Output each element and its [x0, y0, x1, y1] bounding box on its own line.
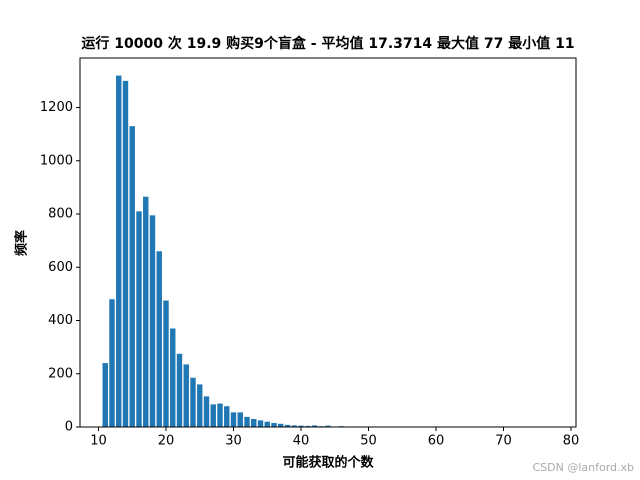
x-tick-label: 10 [90, 434, 107, 449]
x-tick-label: 80 [563, 434, 580, 449]
bar [149, 215, 156, 427]
y-tick-label: 1000 [40, 153, 73, 168]
chart-title: 运行 10000 次 19.9 购买9个盲盒 - 平均值 17.3714 最大值… [81, 35, 574, 52]
bar [257, 420, 264, 427]
bar [224, 406, 230, 427]
bar [122, 80, 129, 427]
y-tick-label: 800 [48, 207, 73, 222]
bar [271, 423, 277, 427]
x-axis-label: 可能获取的个数 [282, 455, 374, 471]
bar [176, 353, 183, 427]
x-tick-label: 70 [495, 434, 512, 449]
bar [244, 416, 250, 427]
y-tick-label: 200 [48, 366, 73, 381]
bar [129, 126, 135, 427]
y-tick-label: 400 [48, 313, 73, 328]
bar [156, 251, 162, 427]
watermark: CSDN @lanford.xb [532, 461, 634, 474]
bar [109, 299, 115, 427]
bar [237, 412, 243, 427]
plot-frame [79, 57, 577, 428]
bar [298, 425, 304, 427]
x-tick-label: 60 [428, 434, 445, 449]
x-tick-label: 20 [158, 434, 175, 449]
x-tick-label: 30 [225, 434, 242, 449]
bar [278, 423, 284, 427]
bar [102, 363, 108, 427]
y-tick-label: 600 [48, 260, 73, 275]
bar [291, 425, 297, 427]
bar [203, 396, 210, 427]
bar [143, 196, 149, 427]
bar [230, 412, 237, 427]
bar [217, 403, 223, 427]
bar [311, 425, 318, 427]
y-axis-label: 频率 [14, 230, 30, 256]
bar [170, 328, 176, 427]
bar [116, 75, 122, 428]
bar [305, 425, 311, 427]
bar [197, 384, 203, 427]
bar [210, 404, 216, 427]
bar [190, 377, 196, 427]
bar [251, 419, 257, 427]
y-tick-label: 1200 [40, 100, 73, 115]
bar [163, 300, 169, 427]
y-tick-label: 0 [65, 420, 73, 435]
bar [284, 424, 291, 427]
bar [325, 425, 331, 427]
x-tick-label: 40 [293, 434, 310, 449]
bar [183, 364, 189, 427]
bar [264, 421, 270, 427]
x-tick-label: 50 [360, 434, 377, 449]
bar [136, 211, 142, 427]
